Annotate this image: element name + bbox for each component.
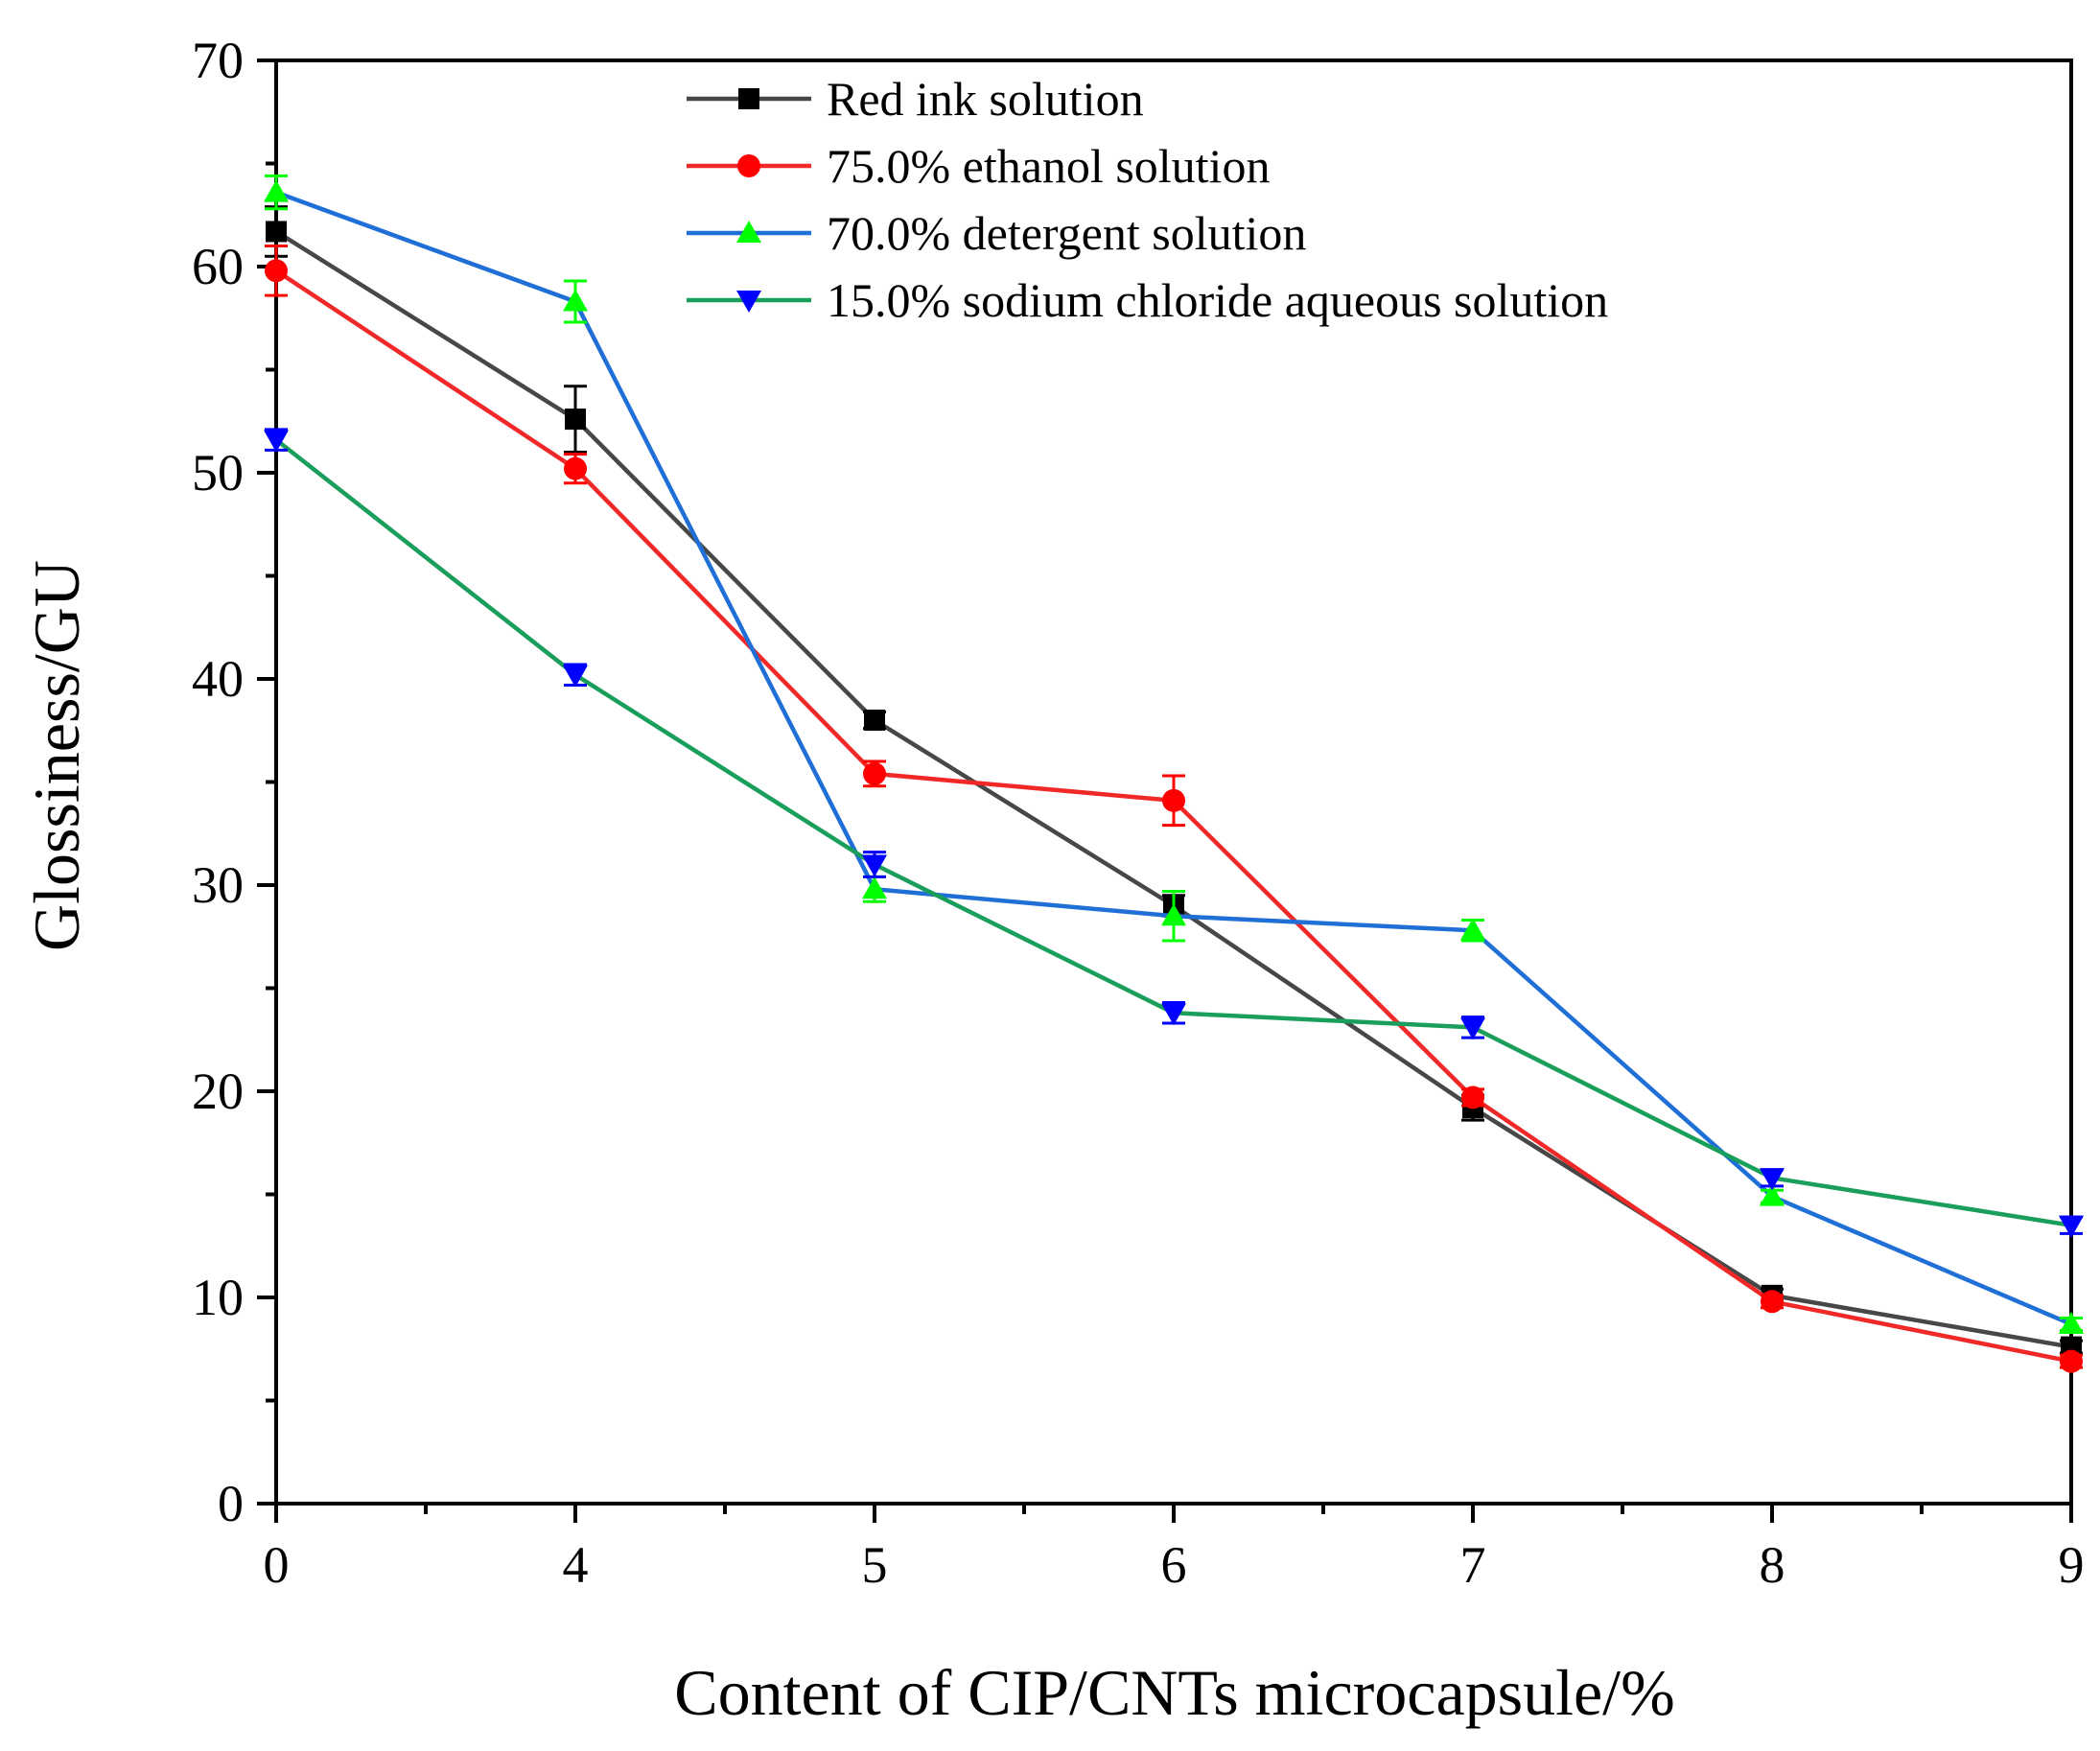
data-point [563, 289, 588, 312]
legend-label: 70.0% detergent solution [827, 206, 1306, 260]
data-point [862, 876, 887, 899]
y-tick-label: 20 [192, 1062, 244, 1120]
x-tick-label: 7 [1460, 1536, 1486, 1594]
data-point [1161, 1003, 1186, 1026]
data-point [2059, 1311, 2084, 1334]
x-tick-label: 8 [1760, 1536, 1785, 1594]
legend-swatch-marker [738, 88, 759, 109]
data-point [2060, 1349, 2083, 1373]
x-tick-label: 5 [862, 1536, 888, 1594]
data-point [1162, 788, 1185, 812]
legend-swatch-marker [736, 221, 761, 243]
legend: Red ink solution 75.0% ethanol solution 70… [687, 72, 1608, 327]
legend-swatch-marker [736, 291, 761, 313]
x-tick-label: 6 [1161, 1536, 1187, 1594]
y-tick-label: 70 [192, 32, 244, 89]
data-point [1460, 918, 1485, 941]
x-axis-title: Content of CIP/CNTs microcapsule/% [674, 1656, 1674, 1729]
y-axis: 0 10 20 30 40 50 60 70 [192, 32, 276, 1532]
x-tick-label: 4 [563, 1536, 589, 1594]
series-line [274, 437, 2072, 1227]
y-tick-label: 0 [218, 1475, 244, 1532]
series-2 [265, 245, 2083, 1373]
y-tick-label: 60 [192, 238, 244, 295]
data-point [1760, 1168, 1785, 1191]
y-tick-label: 10 [192, 1269, 244, 1326]
y-axis-title: Glossiness/GU [20, 560, 93, 951]
y-tick-label: 50 [192, 444, 244, 502]
data-point [264, 430, 289, 453]
data-point [1161, 903, 1186, 926]
legend-label: 75.0% ethanol solution [827, 139, 1270, 193]
series-line [275, 190, 2072, 1327]
data-point [1761, 1290, 1784, 1314]
data-point [266, 221, 287, 243]
x-axis: 0 4 5 6 7 8 9 [264, 1504, 2085, 1594]
y-tick-label: 30 [192, 856, 244, 914]
data-point [862, 854, 887, 877]
legend-item: 75.0% ethanol solution [687, 139, 1270, 193]
y-tick-label: 40 [192, 650, 244, 708]
data-point [264, 179, 289, 202]
data-point [1760, 1183, 1785, 1206]
legend-label: Red ink solution [827, 72, 1144, 126]
data-point [1461, 1086, 1484, 1109]
legend-item: 70.0% detergent solution [687, 206, 1306, 260]
series-3 [264, 174, 2084, 1334]
legend-label: 15.0% sodium chloride aqueous solution [827, 273, 1608, 327]
series-layer [264, 174, 2084, 1373]
data-point [563, 665, 588, 688]
legend-item: Red ink solution [687, 72, 1144, 126]
data-point [1460, 1017, 1485, 1040]
data-point [864, 710, 885, 731]
data-point [565, 409, 586, 431]
x-tick-label: 9 [2059, 1536, 2085, 1594]
legend-item: 15.0% sodium chloride aqueous solution [687, 273, 1608, 327]
series-4 [264, 428, 2084, 1238]
data-point [265, 259, 288, 283]
data-point [863, 761, 886, 785]
x-tick-label: 0 [264, 1536, 290, 1594]
data-point [564, 456, 587, 480]
data-point [2059, 1215, 2084, 1238]
legend-swatch-marker [737, 154, 760, 177]
